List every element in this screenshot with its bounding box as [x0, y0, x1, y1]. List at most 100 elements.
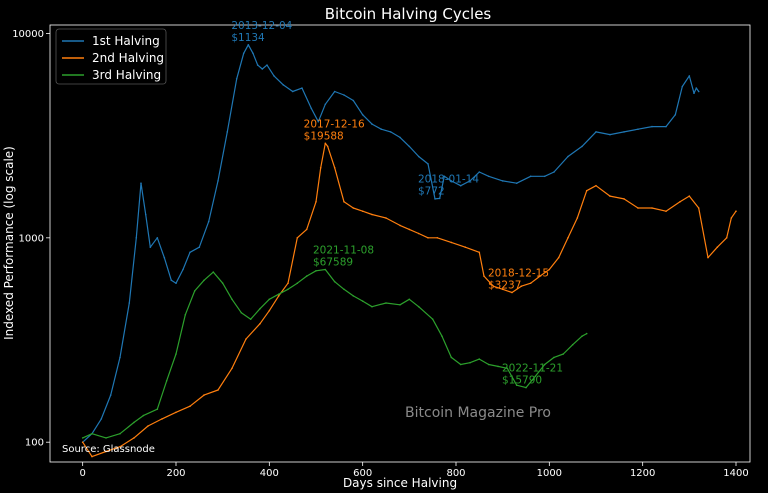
- data-point: [417, 305, 420, 308]
- data-point: [548, 268, 551, 271]
- data-point: [459, 363, 462, 366]
- data-point: [567, 237, 569, 239]
- data-point: [324, 268, 327, 271]
- data-point: [266, 64, 268, 66]
- series-2: [81, 142, 737, 458]
- data-point: [730, 217, 733, 219]
- data-point: [408, 145, 411, 148]
- data-point: [571, 343, 574, 346]
- data-point: [520, 285, 523, 288]
- data-point: [287, 288, 289, 291]
- data-point: [261, 68, 264, 70]
- axis-ticks: 0 200 400 600 800 1000 1200 1400 100 1000 10000: [12, 29, 749, 479]
- data-point: [693, 92, 695, 94]
- annotation-4: 2021-11-08$67589: [313, 244, 374, 268]
- legend-box: [55, 28, 167, 85]
- data-point: [268, 309, 271, 312]
- data-point: [252, 52, 254, 55]
- data-point: [492, 285, 495, 288]
- data-point: [665, 210, 667, 212]
- annotation-text: $772: [418, 185, 445, 197]
- data-point: [725, 237, 728, 239]
- data-point: [247, 44, 250, 46]
- x-axis-label: Days since Halving: [343, 476, 457, 490]
- data-point: [478, 171, 481, 173]
- data-point: [543, 175, 546, 178]
- data-point: [469, 180, 471, 182]
- data-point: [697, 207, 700, 209]
- data-point: [651, 125, 653, 128]
- data-point: [361, 210, 364, 212]
- annotation-text: $67589: [313, 256, 353, 268]
- data-point: [165, 379, 168, 382]
- data-point: [189, 251, 191, 254]
- x-tick-label: 1400: [723, 468, 748, 479]
- y-tick-label: 100: [25, 438, 44, 449]
- legend-label: 3rd Halving: [92, 68, 161, 82]
- data-point: [231, 298, 233, 301]
- data-point: [707, 256, 709, 259]
- data-point: [450, 356, 453, 359]
- data-point: [427, 237, 429, 239]
- data-point: [193, 290, 196, 292]
- data-point: [665, 125, 667, 128]
- x-tick-label: 0: [79, 468, 85, 479]
- data-point: [585, 189, 588, 192]
- data-point: [147, 425, 149, 427]
- data-point: [175, 282, 177, 285]
- annotation-text: $15790: [502, 375, 542, 387]
- data-point: [217, 180, 219, 182]
- data-point: [140, 182, 142, 184]
- legend: 1st Halving 2nd Halving 3rd Halving: [55, 28, 167, 85]
- data-point: [478, 251, 481, 254]
- data-point: [333, 167, 336, 169]
- data-point: [697, 90, 700, 93]
- data-point: [119, 356, 121, 359]
- data-point: [539, 275, 541, 277]
- data-point: [679, 201, 681, 203]
- data-point: [464, 246, 467, 248]
- data-point: [273, 75, 275, 77]
- data-point: [450, 241, 453, 244]
- data-point: [333, 90, 336, 93]
- data-point: [324, 103, 327, 106]
- data-point: [170, 279, 173, 282]
- data-point: [716, 246, 719, 248]
- data-point: [417, 232, 420, 235]
- data-point: [144, 213, 147, 216]
- data-point: [380, 128, 383, 130]
- data-point: [119, 445, 121, 448]
- data-point: [291, 90, 294, 93]
- data-point: [487, 363, 490, 366]
- annotation-text: 2018-12-15: [488, 268, 549, 280]
- data-point: [133, 421, 135, 424]
- y-tick-label: 10000: [12, 29, 44, 40]
- data-point: [315, 201, 317, 203]
- data-point: [562, 353, 565, 355]
- data-point: [637, 207, 639, 209]
- data-point: [240, 311, 243, 314]
- data-point: [81, 441, 84, 444]
- data-point: [296, 237, 299, 239]
- data-point: [399, 136, 401, 139]
- data-point: [434, 198, 436, 200]
- data-point: [543, 363, 546, 366]
- data-point: [609, 195, 611, 197]
- annotation-text: $19588: [304, 130, 344, 142]
- data-point: [256, 64, 259, 66]
- data-point: [637, 128, 639, 130]
- chart-title: Bitcoin Halving Cycles: [325, 5, 492, 23]
- series-line-3: [82, 268, 587, 439]
- data-point: [333, 280, 336, 283]
- data-point: [189, 405, 191, 408]
- data-point: [217, 389, 219, 391]
- data-point: [305, 275, 308, 277]
- data-point: [399, 224, 401, 227]
- data-point: [478, 358, 481, 360]
- data-point: [245, 338, 247, 340]
- data-point: [399, 304, 401, 306]
- data-point: [259, 307, 261, 310]
- data-point: [282, 84, 285, 86]
- annotation-1: 2013-12-04$1134: [231, 20, 292, 44]
- annotation-2: 2017-12-16$19588: [304, 118, 365, 142]
